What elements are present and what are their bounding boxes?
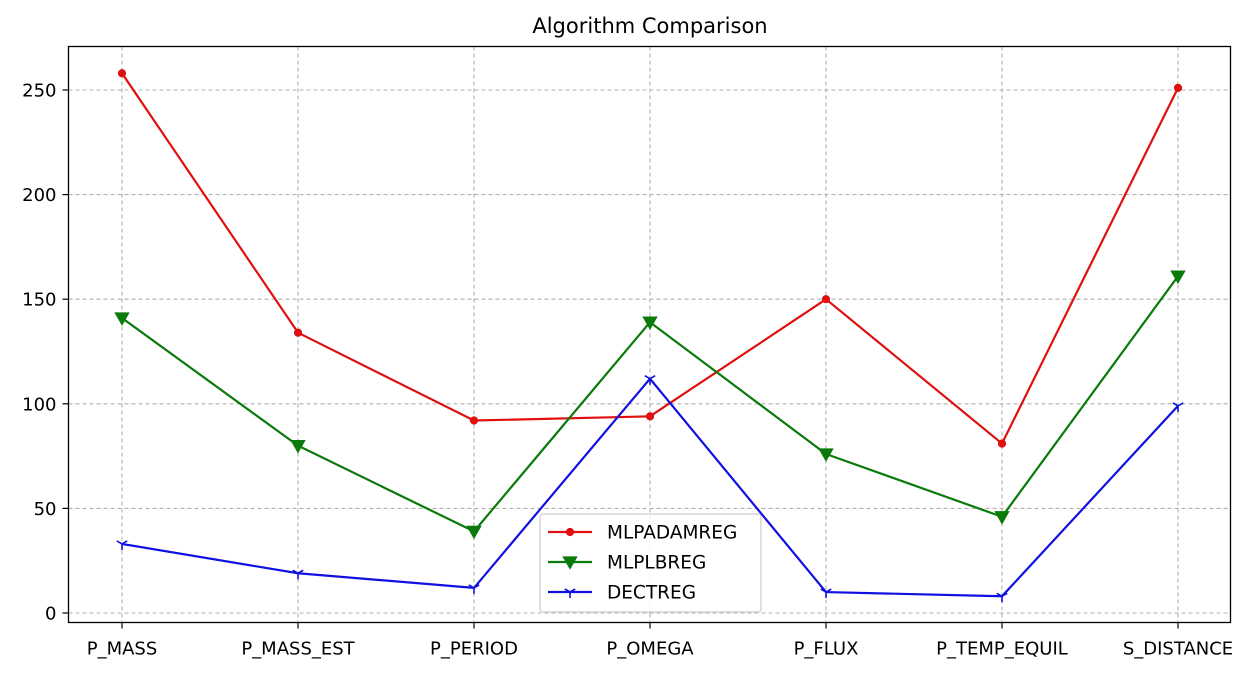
marker-stroke <box>644 375 651 380</box>
data-point <box>1170 270 1186 284</box>
data-point <box>994 511 1010 525</box>
data-point <box>644 375 656 385</box>
legend-label: MLPLBREG <box>607 553 706 574</box>
marker-stroke <box>468 584 475 589</box>
legend-marker <box>562 556 578 570</box>
data-point <box>466 525 482 540</box>
x-tick-label: P_MASS_EST <box>241 639 355 660</box>
axes: P_MASS P_MASS_EST P_PERIOD P_OMEGA P_FLUX P_T… <box>22 81 1233 660</box>
data-point <box>1172 402 1184 412</box>
data-point <box>469 416 479 425</box>
y-tick-label: 100 <box>22 394 56 415</box>
marker-stroke <box>292 569 299 574</box>
y-tick-label: 200 <box>22 185 56 206</box>
data-point <box>290 439 306 454</box>
data-point <box>117 69 127 78</box>
series-mlplbreg <box>114 270 1186 540</box>
legend-label: DECTREG <box>607 583 696 604</box>
marker-stroke <box>1177 402 1184 407</box>
x-tick-label: P_TEMP_EQUIL <box>936 639 1068 660</box>
marker-stroke <box>564 588 571 593</box>
data-point <box>820 588 832 599</box>
data-point <box>468 584 480 594</box>
marker-stroke <box>825 588 832 593</box>
marker-stroke <box>820 588 827 593</box>
x-tick-label: P_MASS <box>87 639 158 660</box>
series-mlpadamreg <box>117 69 1183 448</box>
grid <box>68 46 1231 623</box>
legend-entry: MLPLBREG <box>548 553 706 574</box>
data-point <box>1173 83 1183 93</box>
data-point <box>292 569 304 580</box>
legend-entry: DECTREG <box>548 583 696 604</box>
marker-stroke <box>569 588 576 593</box>
legend-marker <box>565 527 575 537</box>
x-tick-label: P_FLUX <box>794 639 859 660</box>
legend-marker <box>564 588 576 598</box>
data-point <box>818 448 834 462</box>
marker-stroke <box>649 375 656 380</box>
data-point <box>642 316 658 331</box>
marker-stroke <box>996 592 1003 597</box>
data-point <box>293 328 303 337</box>
series-layer <box>114 69 1186 603</box>
y-tick-label: 150 <box>22 290 56 311</box>
y-tick-label: 0 <box>45 604 56 625</box>
y-tick-label: 250 <box>22 81 56 102</box>
y-tick-label: 50 <box>34 499 57 520</box>
marker-stroke <box>1001 592 1008 597</box>
marker-stroke <box>1172 402 1179 407</box>
legend-entry: MLPADAMREG <box>548 523 737 544</box>
legend-label: MLPADAMREG <box>607 523 737 544</box>
data-point <box>114 312 130 326</box>
marker-stroke <box>121 540 128 545</box>
data-point <box>996 592 1008 603</box>
data-point <box>116 540 128 550</box>
marker-stroke <box>473 584 480 589</box>
data-point <box>997 439 1007 448</box>
marker-stroke <box>297 569 304 574</box>
legend-box <box>539 513 762 613</box>
x-tick-label: S_DISTANCE <box>1123 639 1233 660</box>
chart-title: Algorithm Comparison <box>532 14 767 38</box>
marker-stroke <box>116 540 123 545</box>
x-tick-label: P_OMEGA <box>606 639 694 660</box>
data-point <box>645 412 655 421</box>
series-dectreg <box>116 375 1184 603</box>
x-tick-label: P_PERIOD <box>430 639 518 660</box>
legend: MLPADAMREG MLPLBREG DECTREG <box>539 513 762 613</box>
data-point <box>821 295 831 304</box>
